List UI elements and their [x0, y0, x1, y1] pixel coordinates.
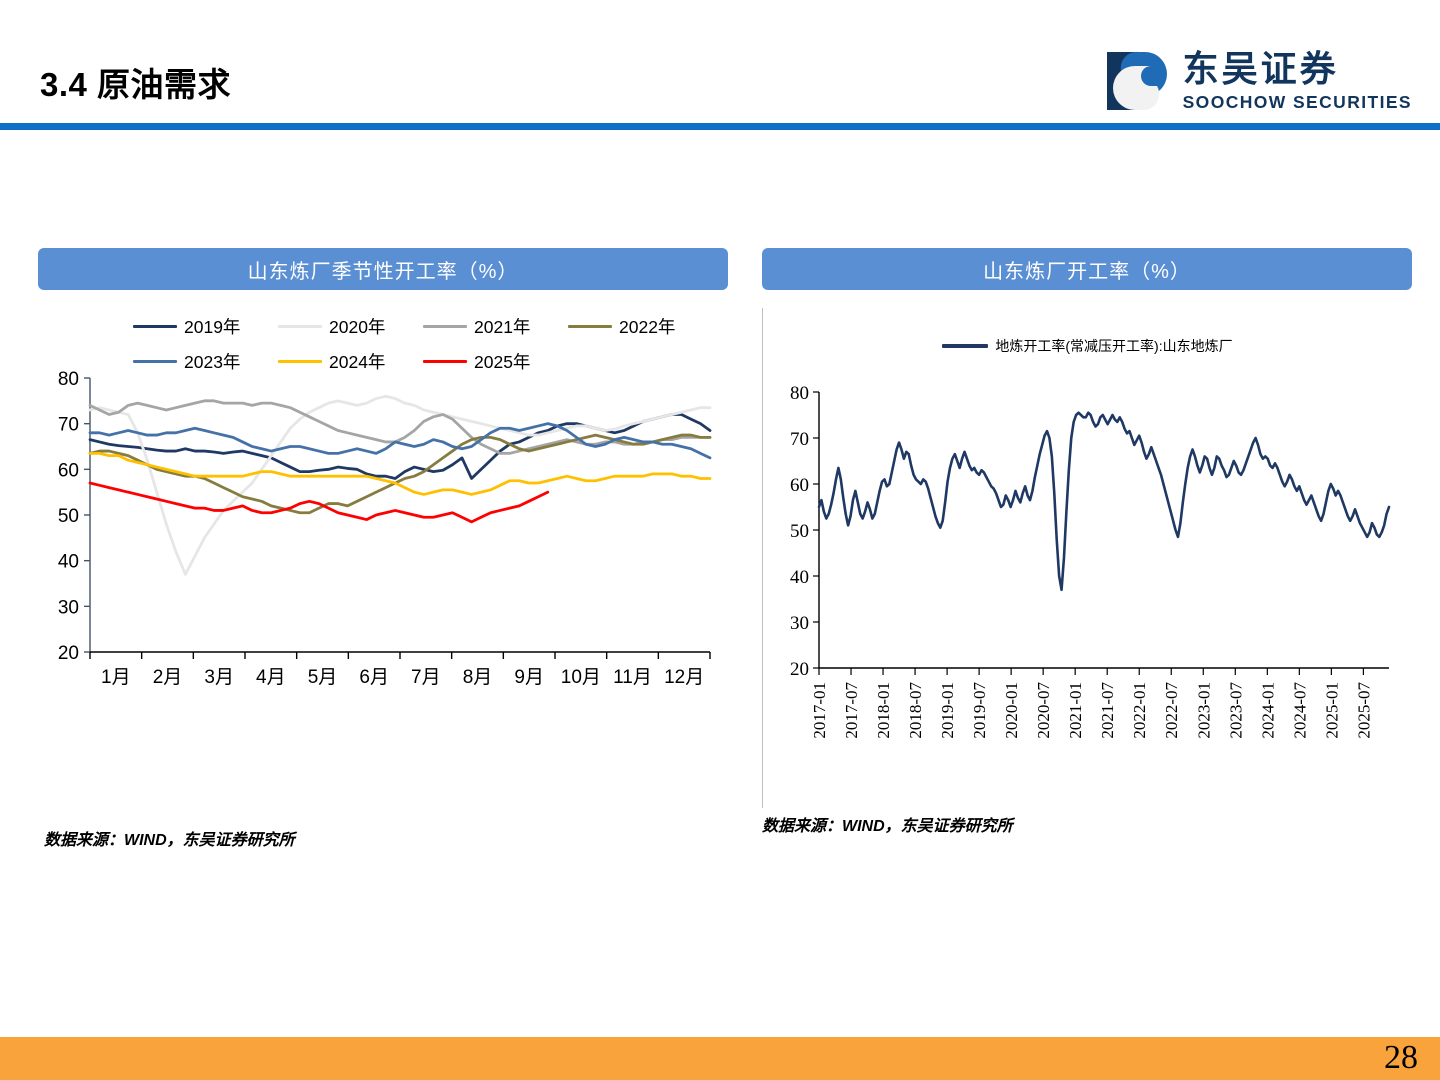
- svg-text:20: 20: [790, 659, 809, 680]
- legend-swatch-icon: [278, 324, 322, 329]
- svg-text:2025-07: 2025-07: [1354, 682, 1373, 739]
- svg-text:6月: 6月: [359, 667, 389, 688]
- svg-text:2022-01: 2022-01: [1130, 682, 1149, 739]
- brand-name-cn: 东吴证券: [1182, 47, 1339, 89]
- svg-text:4月: 4月: [256, 667, 286, 688]
- legend-swatch-icon: [278, 359, 322, 364]
- chart-legend-timeseries: 地炼开工率(常减压开工率):山东地炼厂: [763, 336, 1412, 356]
- brand-logo: 东吴证券 SOOCHOW SECURITIES: [1105, 48, 1412, 114]
- svg-text:2018-01: 2018-01: [874, 682, 893, 739]
- footer-bar: [0, 1037, 1440, 1080]
- plot-area-timeseries: 20 30 40 50 60 70 80 2017-01 2017-07 2018-01 2018-…: [763, 386, 1411, 786]
- svg-text:50: 50: [790, 521, 809, 542]
- svg-text:1月: 1月: [101, 667, 131, 688]
- legend-swatch-icon: [942, 344, 989, 348]
- svg-text:2019-01: 2019-01: [938, 682, 957, 739]
- svg-text:9月: 9月: [514, 667, 544, 688]
- svg-text:2024-07: 2024-07: [1290, 682, 1309, 739]
- svg-text:2023-07: 2023-07: [1226, 682, 1245, 739]
- svg-text:2022-07: 2022-07: [1162, 682, 1181, 739]
- chart-title-seasonal: 山东炼厂季节性开工率（%）: [38, 248, 728, 290]
- svg-text:70: 70: [58, 415, 79, 436]
- source-note-right: 数据来源：WIND，东吴证券研究所: [762, 818, 1013, 835]
- svg-text:2017-01: 2017-01: [810, 682, 829, 739]
- legend-item-utilization[interactable]: 地炼开工率(常减压开工率):山东地炼厂: [942, 336, 1233, 356]
- svg-text:10月: 10月: [561, 667, 601, 688]
- svg-text:70: 70: [790, 429, 809, 450]
- page-title: 3.4 原油需求: [40, 66, 232, 103]
- svg-text:11月: 11月: [613, 667, 652, 688]
- svg-text:2017-07: 2017-07: [842, 682, 861, 739]
- svg-text:2020-01: 2020-01: [1002, 682, 1021, 739]
- svg-text:40: 40: [58, 552, 79, 573]
- svg-text:8月: 8月: [463, 667, 493, 688]
- header-divider: [0, 123, 1440, 130]
- legend-label: 地炼开工率(常减压开工率):山东地炼厂: [995, 338, 1233, 354]
- svg-text:50: 50: [58, 506, 79, 527]
- legend-item-2021年[interactable]: 2021年: [423, 314, 568, 339]
- svg-text:2月: 2月: [153, 667, 183, 688]
- svg-text:30: 30: [790, 613, 809, 634]
- legend-label: 2021年: [474, 317, 531, 337]
- svg-text:60: 60: [58, 460, 79, 481]
- source-note-left: 数据来源：WIND，东吴证券研究所: [44, 832, 295, 849]
- svg-text:2024-01: 2024-01: [1258, 682, 1277, 739]
- svg-text:12月: 12月: [664, 667, 704, 688]
- svg-text:2018-07: 2018-07: [906, 682, 925, 739]
- legend-swatch-icon: [423, 324, 467, 329]
- legend-swatch-icon: [568, 324, 612, 329]
- legend-label: 2023年: [184, 352, 241, 372]
- chart-title-timeseries: 山东炼厂开工率（%）: [762, 248, 1412, 290]
- legend-swatch-icon: [423, 359, 467, 364]
- svg-text:60: 60: [790, 475, 809, 496]
- legend-item-2022年[interactable]: 2022年: [568, 314, 713, 339]
- legend-item-2023年[interactable]: 2023年: [133, 349, 278, 374]
- chart-body-seasonal: 2019年 2020年 2021年 2022年 2023年 2024年 2025年 20 30…: [38, 308, 728, 748]
- svg-text:3月: 3月: [204, 667, 234, 688]
- chart-panel-utilization-timeseries: 山东炼厂开工率（%） 地炼开工率(常减压开工率):山东地炼厂 20 30 40 50 6…: [762, 248, 1412, 808]
- legend-item-2020年[interactable]: 2020年: [278, 314, 423, 339]
- plot-area-seasonal: 20 30 40 50 60 70 80 1月 2月 3月 4月 5月 6月 7月 8月 9月 10月 11月 12…: [38, 370, 728, 700]
- svg-text:2021-07: 2021-07: [1098, 682, 1117, 739]
- legend-item-2025年[interactable]: 2025年: [423, 349, 568, 374]
- chart-legend-seasonal: 2019年 2020年 2021年 2022年 2023年 2024年 2025年: [133, 314, 713, 374]
- svg-text:2023-01: 2023-01: [1194, 682, 1213, 739]
- svg-text:2019-07: 2019-07: [970, 682, 989, 739]
- svg-text:5月: 5月: [308, 667, 338, 688]
- svg-text:2020-07: 2020-07: [1034, 682, 1053, 739]
- svg-text:80: 80: [790, 386, 809, 404]
- svg-text:40: 40: [790, 567, 809, 588]
- brand-text: 东吴证券 SOOCHOW SECURITIES: [1182, 47, 1412, 112]
- chart-panel-seasonal-utilization: 山东炼厂季节性开工率（%） 2019年 2020年 2021年 2022年 2023年 2…: [38, 248, 728, 748]
- chart-body-timeseries: 地炼开工率(常减压开工率):山东地炼厂 20 30 40 50 60 70 80 2017-0…: [762, 308, 1412, 808]
- svg-text:30: 30: [58, 597, 79, 618]
- legend-label: 2019年: [184, 317, 241, 337]
- soochow-s-logo-icon: [1105, 50, 1171, 112]
- svg-text:80: 80: [58, 370, 79, 390]
- legend-label: 2020年: [329, 317, 386, 337]
- svg-text:7月: 7月: [411, 667, 441, 688]
- page-number: 28: [1384, 1039, 1418, 1076]
- legend-label: 2024年: [329, 352, 386, 372]
- legend-item-2024年[interactable]: 2024年: [278, 349, 423, 374]
- legend-item-2019年[interactable]: 2019年: [133, 314, 278, 339]
- slide-header: 3.4 原油需求 东吴证券 SOOCHOW SECURITIES: [0, 0, 1440, 131]
- legend-swatch-icon: [133, 359, 177, 364]
- svg-text:20: 20: [58, 643, 79, 664]
- svg-text:2021-01: 2021-01: [1066, 682, 1085, 739]
- brand-name-en: SOOCHOW SECURITIES: [1182, 91, 1412, 112]
- legend-swatch-icon: [133, 324, 177, 329]
- legend-label: 2022年: [619, 317, 676, 337]
- svg-text:2025-01: 2025-01: [1322, 682, 1341, 739]
- legend-label: 2025年: [474, 352, 531, 372]
